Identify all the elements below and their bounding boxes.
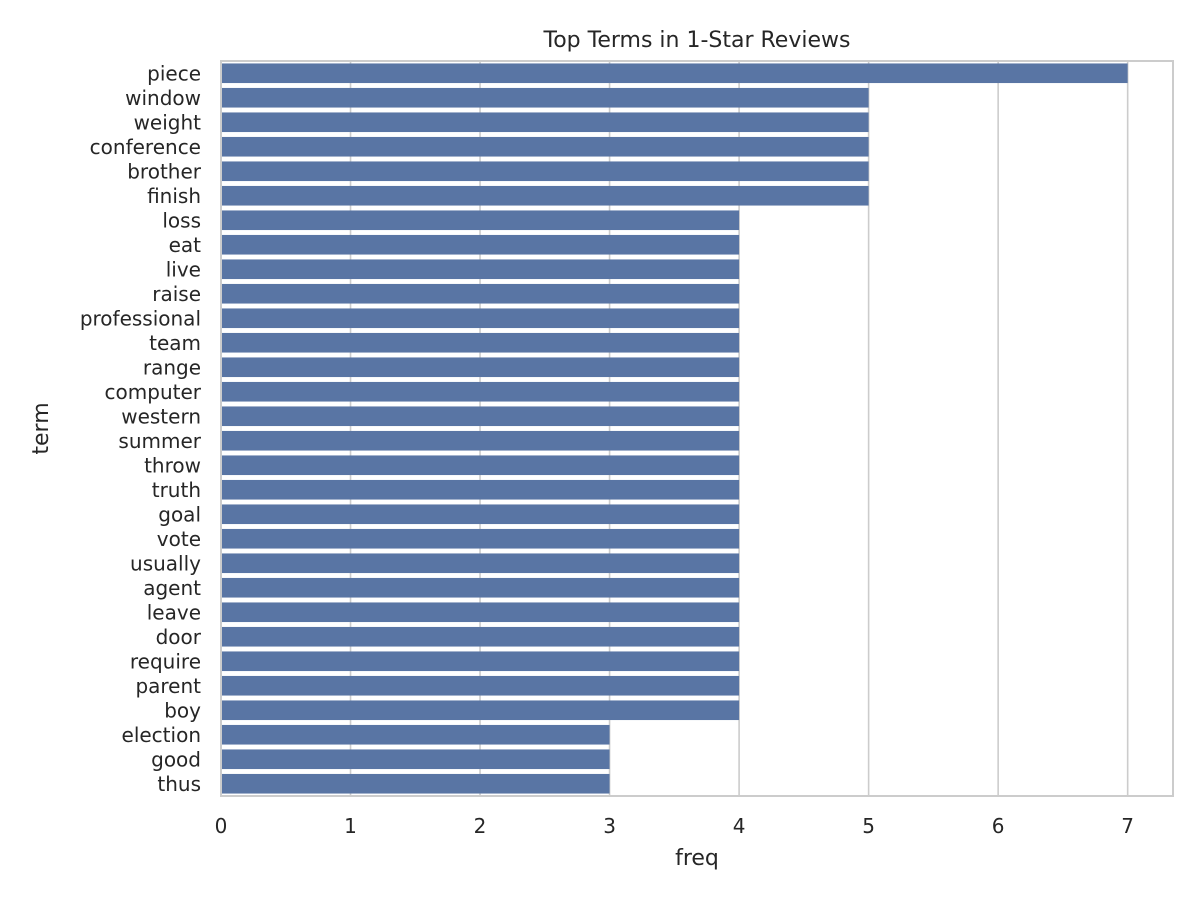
y-tick-label: parent	[135, 674, 201, 698]
y-tick-label: boy	[164, 698, 201, 722]
bar	[221, 724, 610, 745]
y-tick-label: brother	[127, 159, 202, 183]
bar	[221, 381, 740, 402]
y-tick-label: leave	[147, 600, 201, 624]
y-tick-label: professional	[80, 306, 201, 330]
bar	[221, 63, 1128, 84]
y-tick-label: live	[166, 257, 201, 281]
x-tick-label: 7	[1121, 814, 1134, 838]
bar	[221, 308, 740, 329]
bar	[221, 283, 740, 304]
y-tick-label: goal	[158, 502, 201, 526]
y-tick-label: raise	[152, 282, 201, 306]
bar	[221, 504, 740, 525]
bar	[221, 455, 740, 476]
y-tick-labels: piecewindowweightconferencebrotherfinish…	[80, 61, 202, 796]
bar	[221, 700, 740, 721]
bar	[221, 136, 869, 157]
y-tick-label: weight	[134, 110, 202, 134]
bars	[221, 63, 1128, 794]
bar	[221, 773, 610, 794]
bar	[221, 651, 740, 672]
y-axis-label: term	[29, 402, 54, 454]
y-tick-label: truth	[152, 478, 201, 502]
bar	[221, 528, 740, 549]
bar	[221, 87, 869, 108]
y-tick-label: finish	[147, 184, 201, 208]
x-tick-label: 2	[474, 814, 487, 838]
y-tick-label: eat	[169, 233, 202, 257]
x-axis-label: freq	[675, 846, 719, 871]
y-tick-label: throw	[144, 453, 201, 477]
bar	[221, 675, 740, 696]
y-tick-label: computer	[105, 380, 202, 404]
x-tick-label: 1	[344, 814, 357, 838]
x-tick-label: 3	[603, 814, 616, 838]
x-tick-label: 0	[215, 814, 228, 838]
x-tick-labels: 0 1 2 3 4 5 6 7	[215, 814, 1134, 838]
y-tick-label: summer	[118, 429, 201, 453]
y-tick-label: election	[122, 723, 201, 747]
x-tick-label: 6	[992, 814, 1005, 838]
y-tick-label: piece	[147, 61, 201, 85]
bar	[221, 332, 740, 353]
y-tick-label: good	[151, 747, 201, 771]
bar	[221, 479, 740, 500]
x-tick-label: 4	[733, 814, 746, 838]
x-tick-label: 5	[862, 814, 875, 838]
bar	[221, 430, 740, 451]
y-tick-label: thus	[157, 772, 201, 796]
bar	[221, 161, 869, 182]
y-tick-label: door	[156, 625, 202, 649]
y-tick-label: western	[121, 404, 201, 428]
y-tick-label: vote	[157, 527, 201, 551]
bar	[221, 210, 740, 231]
y-tick-label: team	[149, 331, 201, 355]
bar	[221, 577, 740, 598]
bar	[221, 749, 610, 770]
plot-frame	[220, 60, 1174, 797]
bar	[221, 185, 869, 206]
y-tick-label: range	[143, 355, 201, 379]
y-tick-label: require	[130, 649, 201, 673]
bar	[221, 357, 740, 378]
bar	[221, 553, 740, 574]
y-tick-label: window	[125, 86, 201, 110]
y-tick-label: agent	[143, 576, 201, 600]
gridlines	[349, 61, 1129, 796]
bar	[221, 112, 869, 133]
chart-title: Top Terms in 1-Star Reviews	[543, 28, 851, 53]
bar	[221, 259, 740, 280]
bar	[221, 406, 740, 427]
y-tick-label: loss	[162, 208, 201, 232]
bar	[221, 602, 740, 623]
y-tick-label: usually	[130, 551, 201, 575]
y-tick-label: conference	[90, 135, 201, 159]
bar	[221, 234, 740, 255]
bar	[221, 626, 740, 647]
